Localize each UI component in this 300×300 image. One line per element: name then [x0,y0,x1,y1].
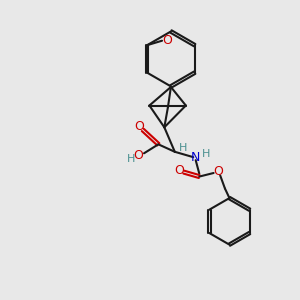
Text: O: O [134,120,144,133]
Text: N: N [191,151,200,164]
Text: O: O [213,165,223,178]
Text: H: H [179,143,187,153]
Text: H: H [126,154,135,164]
Text: O: O [134,149,144,162]
Text: H: H [202,148,210,159]
Text: O: O [162,34,172,46]
Text: O: O [175,164,184,177]
